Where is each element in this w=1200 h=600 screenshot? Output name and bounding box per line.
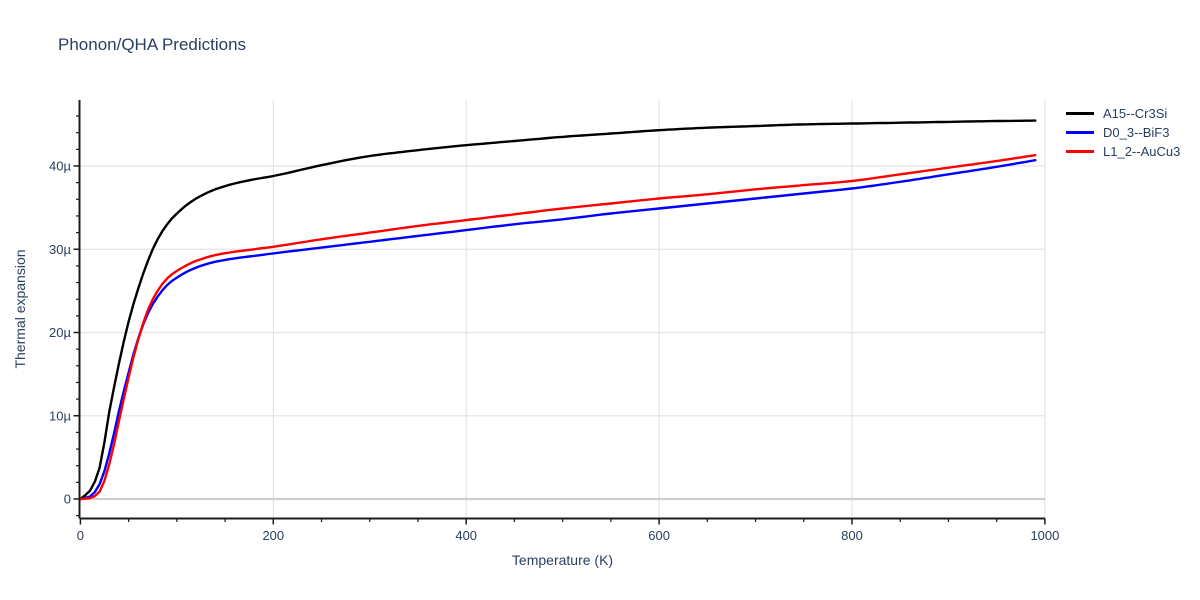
legend-line-sample (1066, 150, 1094, 153)
legend-item-a15-cr3si[interactable]: A15--Cr3Si (1066, 104, 1180, 123)
legend: A15--Cr3Si D0_3--BiF3 L1_2--AuCu3 (1066, 104, 1180, 161)
legend-item-l12-aucu3[interactable]: L1_2--AuCu3 (1066, 142, 1180, 161)
series-line-d0-3-bif3 (79, 159, 1037, 501)
y-tick-label: 40µ (49, 159, 71, 174)
legend-line-sample (1066, 112, 1094, 115)
legend-label: D0_3--BiF3 (1103, 125, 1170, 140)
chart-title: Phonon/QHA Predictions (58, 35, 247, 54)
plot-area[interactable] (80, 100, 1046, 519)
legend-line-sample (1066, 131, 1094, 134)
series-line-l1-2-aucu3 (79, 154, 1037, 501)
x-axis-title: Temperature (K) (511, 552, 614, 568)
x-tick-label: 200 (262, 528, 284, 543)
series-line-a15-cr3si (79, 119, 1037, 501)
legend-item-d03-bif3[interactable]: D0_3--BiF3 (1066, 123, 1180, 142)
y-axis-title: Thermal expansion (12, 249, 28, 369)
y-tick-label: 20µ (49, 325, 71, 340)
x-tick-label: 400 (455, 528, 477, 543)
x-tick-label: 0 (77, 528, 84, 543)
x-tick-label: 800 (841, 528, 863, 543)
y-tick-label: 30µ (49, 242, 71, 257)
x-tick-label: 1000 (1030, 528, 1059, 543)
y-tick-label: 10µ (49, 408, 71, 423)
legend-label: L1_2--AuCu3 (1103, 144, 1181, 159)
x-tick-label: 600 (648, 528, 670, 543)
legend-label: A15--Cr3Si (1103, 106, 1168, 121)
y-tick-label: 0 (64, 492, 71, 507)
